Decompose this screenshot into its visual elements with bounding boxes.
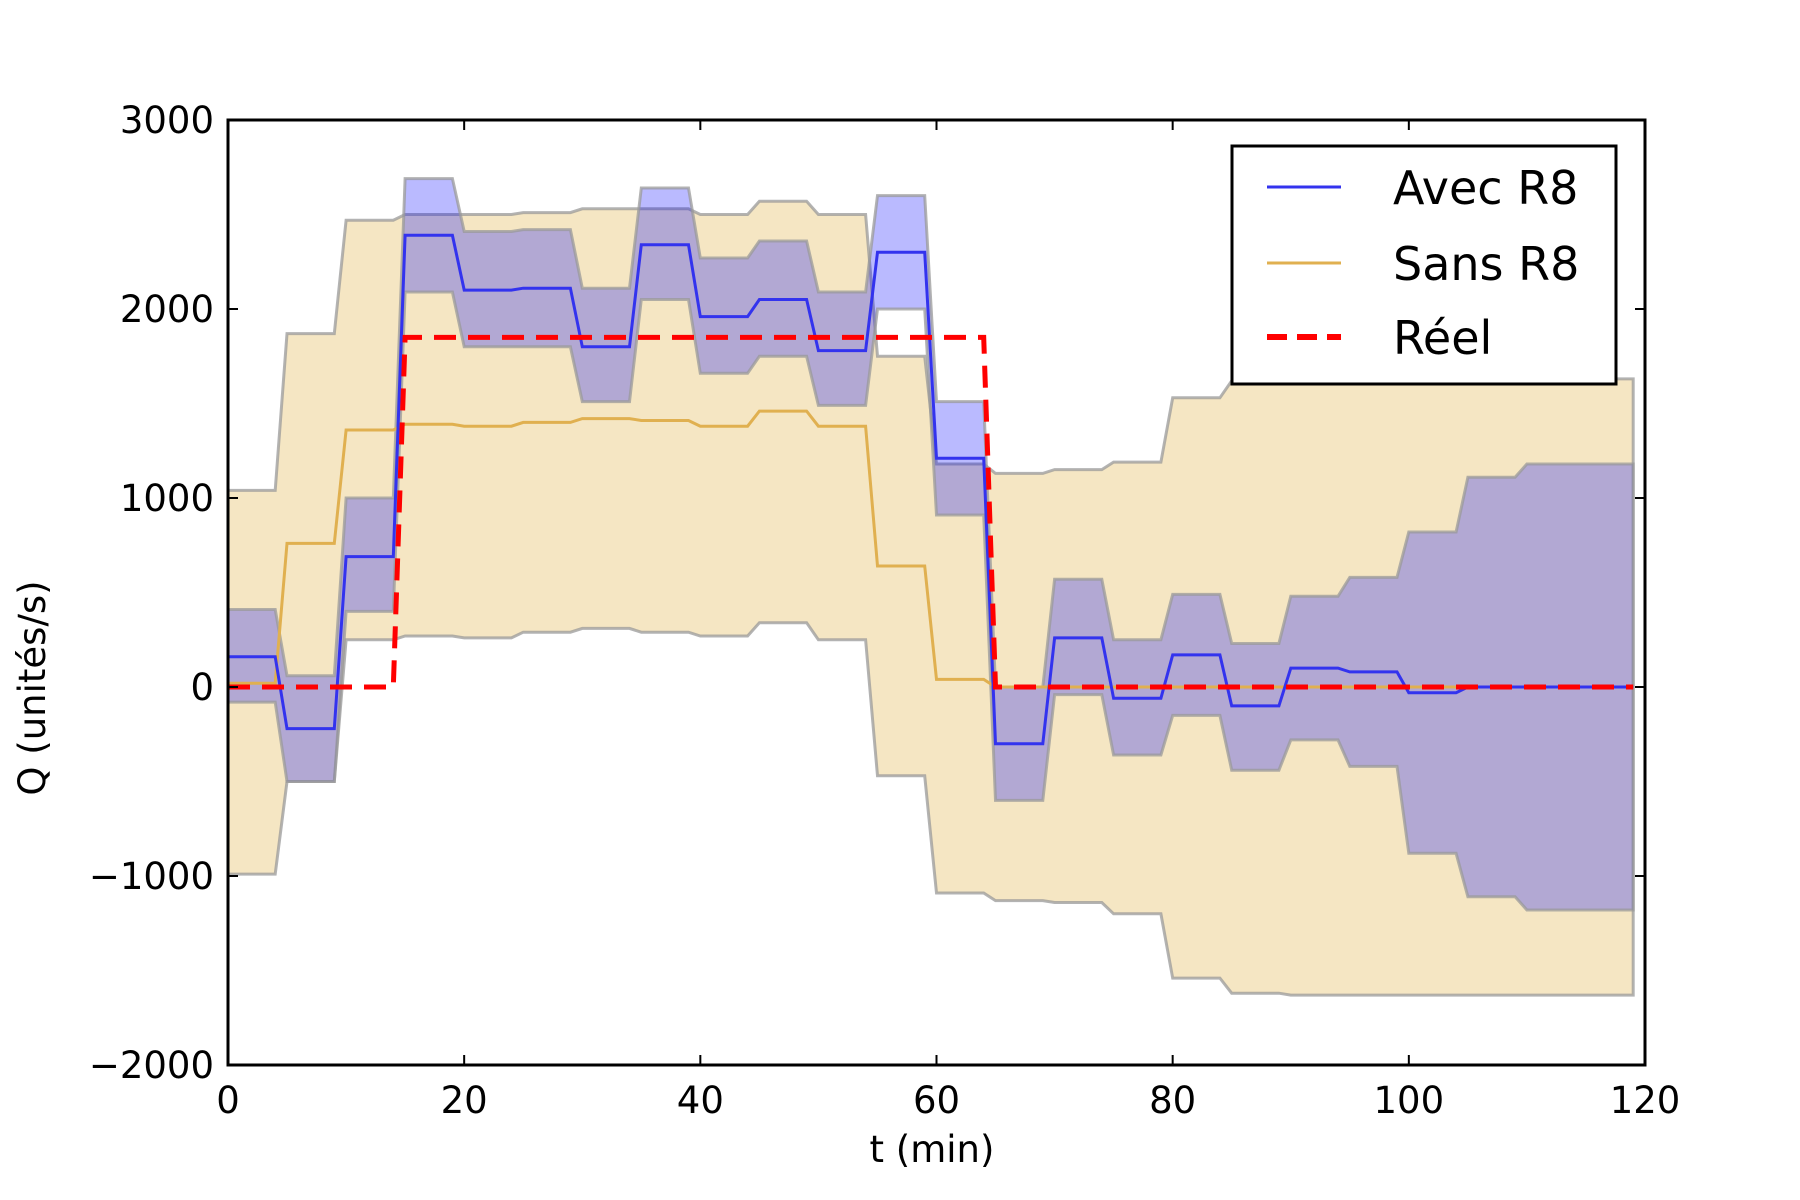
y-tick-label: 0 — [190, 666, 214, 709]
legend-label-sans-r8: Sans R8 — [1393, 237, 1579, 291]
band-avec-r8 — [226, 177, 1635, 912]
line-reel — [228, 334, 1634, 690]
x-tick-label: 0 — [216, 1079, 240, 1122]
x-axis-label: t (min) — [870, 1128, 995, 1171]
x-tick-label: 120 — [1610, 1079, 1681, 1122]
legend-label-reel: Réel — [1393, 311, 1492, 365]
y-tick-label: −1000 — [89, 855, 214, 898]
y-tick-label: 1000 — [120, 477, 214, 520]
series-lines — [228, 233, 1634, 746]
x-tick-label: 60 — [913, 1079, 960, 1122]
line-sans-r8 — [228, 409, 1634, 689]
line-avec-r8 — [228, 233, 1634, 746]
y-tick-label: 3000 — [120, 99, 214, 142]
x-tick-label: 100 — [1374, 1079, 1445, 1122]
axes: 0 20 40 60 80 100 120 −2000 −1000 0 1000 2000 3000 — [89, 99, 1680, 1122]
y-axis-label: Q (unités/s) — [11, 580, 54, 795]
x-tick-label: 40 — [677, 1079, 724, 1122]
x-tick-label: 80 — [1149, 1079, 1196, 1122]
legend-label-avec-r8: Avec R8 — [1393, 161, 1578, 215]
y-tick-label: 2000 — [120, 288, 214, 331]
y-tick-label: −2000 — [89, 1044, 214, 1087]
uncertainty-bands — [226, 177, 1635, 997]
x-tick-label: 20 — [441, 1079, 488, 1122]
legend: Avec R8 Sans R8 Réel — [1230, 144, 1618, 386]
